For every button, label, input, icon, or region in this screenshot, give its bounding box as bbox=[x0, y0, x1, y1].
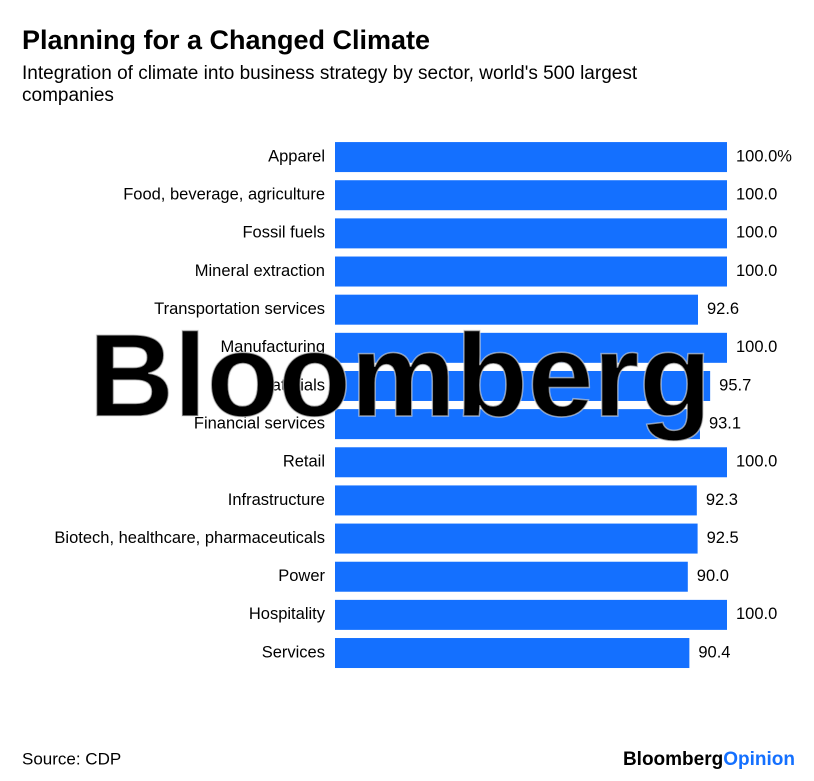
bar bbox=[335, 294, 698, 325]
value-label: 92.5 bbox=[707, 529, 739, 547]
brand-suffix: Opinion bbox=[723, 749, 795, 770]
chart-title: Planning for a Changed Climate bbox=[22, 25, 430, 55]
bar bbox=[335, 523, 698, 554]
value-label: 100.0 bbox=[736, 453, 777, 471]
value-label: 100.0 bbox=[736, 224, 777, 242]
value-label: 95.7 bbox=[719, 376, 751, 394]
y-tick-label: Retail bbox=[283, 453, 325, 471]
bar bbox=[335, 599, 727, 630]
y-tick-label: Manufacturing bbox=[220, 338, 325, 356]
bar bbox=[335, 561, 688, 592]
y-tick-label: Hospitality bbox=[249, 605, 326, 623]
y-tick-label: Biotech, healthcare, pharmaceuticals bbox=[54, 529, 325, 547]
value-label: 93.1 bbox=[709, 414, 741, 432]
value-label: 100.0 bbox=[736, 338, 777, 356]
bar bbox=[335, 332, 727, 363]
y-tick-label: Services bbox=[262, 643, 325, 661]
value-label: 100.0 bbox=[736, 186, 777, 204]
value-label: 100.0 bbox=[736, 262, 777, 280]
chart-subtitle: Integration of climate into business str… bbox=[22, 63, 638, 106]
y-tick-label: Transportation services bbox=[154, 300, 325, 318]
y-tick-label: Fossil fuels bbox=[242, 224, 325, 242]
y-tick-label: Food, beverage, agriculture bbox=[123, 186, 325, 204]
y-tick-label: Financial services bbox=[194, 414, 325, 432]
value-label: 100.0% bbox=[736, 147, 792, 165]
source: Source: CDP bbox=[22, 749, 121, 768]
y-tick-label: Mineral extraction bbox=[195, 262, 325, 280]
y-tick-label: Infrastructure bbox=[228, 491, 325, 509]
bar bbox=[335, 180, 727, 211]
bar bbox=[335, 142, 727, 173]
bar bbox=[335, 218, 727, 249]
value-label: 90.4 bbox=[698, 643, 730, 661]
watermark: Bloomberg bbox=[89, 310, 712, 442]
bar bbox=[335, 409, 700, 440]
value-label: 100.0 bbox=[736, 605, 777, 623]
bar bbox=[335, 447, 727, 478]
brand-logo: BloombergOpinion bbox=[623, 749, 795, 770]
bar bbox=[335, 370, 711, 401]
value-label: 92.3 bbox=[706, 491, 738, 509]
y-tick-label: Materials bbox=[258, 376, 325, 394]
y-tick-label: Apparel bbox=[268, 147, 325, 165]
y-tick-label: Power bbox=[278, 567, 325, 585]
bar bbox=[335, 256, 727, 287]
brand: Bloomberg bbox=[623, 749, 723, 770]
bar bbox=[335, 638, 690, 669]
bar bbox=[335, 485, 697, 516]
value-label: 90.0 bbox=[697, 567, 729, 585]
value-label: 92.6 bbox=[707, 300, 739, 318]
